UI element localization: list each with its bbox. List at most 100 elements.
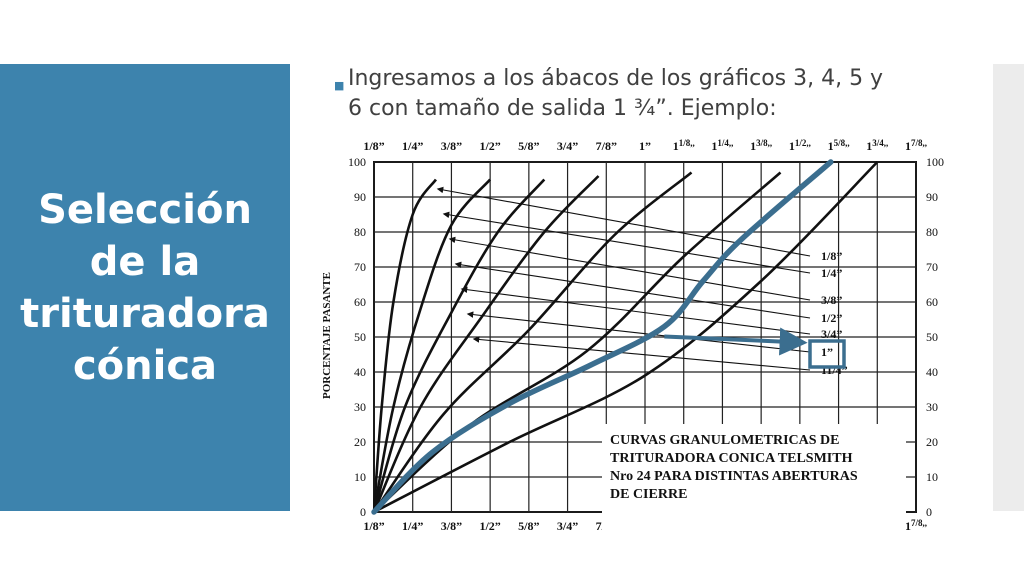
granulometric-chart: 0 0 10 10 20 20 30 30 40 40 50 50 60 60 70 70 80 80 90 90 10… bbox=[321, 138, 944, 534]
bullet-line: 6 con tamaño de salida 1 ¾”. Ejemplo: bbox=[348, 96, 777, 121]
y-tick-label-left: 80 bbox=[354, 225, 366, 239]
y-tick-label-left: 10 bbox=[354, 470, 366, 484]
granulometric-curve bbox=[372, 178, 546, 513]
legend-leader-line bbox=[460, 286, 811, 335]
x-tick-label-bottom: 5/8” bbox=[518, 519, 539, 533]
x-tick-label-top: 1/4” bbox=[402, 139, 423, 153]
x-tick-label-top: 1/8” bbox=[363, 139, 384, 153]
slide-title-line: de la bbox=[89, 238, 201, 285]
granulometric-curve bbox=[372, 178, 492, 513]
bullet-item: ■ Ingresamos a los ábacos de los gráfico… bbox=[334, 64, 944, 124]
x-tick-whole: 1 bbox=[673, 139, 679, 153]
highlight bbox=[371, 159, 846, 515]
x-tick-fraction: 5/8,, bbox=[834, 138, 850, 148]
x-tick-label-top: 11/8,, bbox=[673, 138, 695, 153]
side-strip bbox=[993, 64, 1024, 511]
y-tick-label-right: 70 bbox=[926, 260, 938, 274]
y-tick-label-left: 70 bbox=[354, 260, 366, 274]
curve-label: 1/4” bbox=[821, 266, 842, 280]
x-tick-label-bottom: 1/8” bbox=[363, 519, 384, 533]
x-tick-label-bottom: 1/2” bbox=[479, 519, 500, 533]
x-tick-fraction: 1/4,, bbox=[717, 138, 733, 148]
x-tick-label-top: 11/4,, bbox=[711, 138, 733, 153]
y-tick-label-left: 90 bbox=[354, 190, 366, 204]
x-tick-label-top: 1/2” bbox=[479, 139, 500, 153]
x-tick-fraction: 3/4,, bbox=[872, 138, 888, 148]
y-tick-label-right: 100 bbox=[926, 155, 944, 169]
x-tick-fraction: 3/8,, bbox=[756, 138, 772, 148]
legend-leader-line bbox=[466, 311, 811, 353]
x-tick-label-top: 15/8,, bbox=[828, 138, 850, 153]
x-tick-label-top: 17/8,, bbox=[905, 138, 927, 153]
x-tick-label-top: 13/4,, bbox=[866, 138, 888, 153]
y-tick-label-left: 60 bbox=[354, 295, 366, 309]
x-tick-label-top: 3/4” bbox=[557, 139, 578, 153]
y-tick-label-right: 20 bbox=[926, 435, 938, 449]
y-tick-label-left: 20 bbox=[354, 435, 366, 449]
curve-label: 3/4” bbox=[821, 327, 842, 341]
y-tick-label-right: 50 bbox=[926, 330, 938, 344]
x-tick-label-bottom: 1/4” bbox=[402, 519, 423, 533]
curves bbox=[372, 161, 879, 514]
legend-leader-line bbox=[454, 261, 811, 319]
y-tick-label-right: 0 bbox=[926, 505, 932, 519]
y-tick-label-left: 0 bbox=[360, 505, 366, 519]
x-tick-label-top: 11/2,, bbox=[789, 138, 811, 153]
y-tick-label-left: 100 bbox=[348, 155, 366, 169]
slide-title-line: trituradora bbox=[20, 290, 270, 337]
x-tick-label-bottom: 3/8” bbox=[441, 519, 462, 533]
annotation-box: CURVAS GRANULOMETRICAS DE TRITURADORA CO… bbox=[602, 424, 906, 534]
x-tick-label-top: 7/8” bbox=[596, 139, 617, 153]
annotation-line: DE CIERRE bbox=[610, 487, 687, 502]
legend-leader-line bbox=[448, 236, 811, 301]
title-panel: Selección de la trituradora cónica bbox=[0, 64, 290, 511]
y-axis-label: PORCENTAJE PASANTE bbox=[321, 272, 333, 399]
x-tick-whole: 1 bbox=[866, 139, 872, 153]
x-tick-whole: 1 bbox=[905, 519, 911, 533]
curve-label: 3/8” bbox=[821, 293, 842, 307]
x-tick-whole: 1 bbox=[905, 139, 911, 153]
slide-title-line: Selección bbox=[38, 186, 252, 233]
x-tick-whole: 1 bbox=[750, 139, 756, 153]
bullet-text: Ingresamos a los ábacos de los gráficos … bbox=[334, 64, 944, 124]
curve-label: 1/2” bbox=[821, 311, 842, 325]
y-tick-label-right: 30 bbox=[926, 400, 938, 414]
annotation-line: TRITURADORA CONICA TELSMITH bbox=[610, 451, 853, 466]
x-tick-whole: 1 bbox=[789, 139, 795, 153]
slide-title: Selección de la trituradora cónica bbox=[20, 184, 270, 392]
x-tick-label-top: 1” bbox=[639, 139, 651, 153]
y-tick-label-right: 90 bbox=[926, 190, 938, 204]
curve-label: 1” bbox=[821, 345, 833, 359]
y-tick-label-right: 60 bbox=[926, 295, 938, 309]
curve-label: 1/8” bbox=[821, 249, 842, 263]
x-tick-label-bottom: 17/8,, bbox=[905, 518, 927, 533]
x-tick-label-top: 3/8” bbox=[441, 139, 462, 153]
highlight-label-box bbox=[808, 339, 846, 369]
x-tick-label-bottom: 3/4” bbox=[557, 519, 578, 533]
y-tick-label-left: 40 bbox=[354, 365, 366, 379]
legend-leader-line bbox=[442, 211, 811, 274]
bullet-line: Ingresamos a los ábacos de los gráficos … bbox=[348, 66, 884, 91]
annotation-line: Nro 24 PARA DISTINTAS ABERTURAS bbox=[610, 469, 858, 484]
y-tick-label-left: 30 bbox=[354, 400, 366, 414]
granulometric-curve bbox=[372, 171, 693, 513]
slide-title-line: cónica bbox=[72, 342, 218, 389]
bullet-dot-icon: ■ bbox=[334, 79, 345, 92]
granulometric-curve bbox=[373, 161, 879, 514]
x-tick-label-top: 5/8” bbox=[518, 139, 539, 153]
x-tick-whole: 1 bbox=[711, 139, 717, 153]
x-tick-label-top: 13/8,, bbox=[750, 138, 772, 153]
x-tick-fraction: 7/8,, bbox=[911, 518, 927, 528]
granulometric-curve bbox=[373, 171, 782, 513]
annotation-line: CURVAS GRANULOMETRICAS DE bbox=[610, 433, 840, 448]
legend-leader-line bbox=[436, 186, 811, 257]
highlight-curve-1-3-4 bbox=[371, 159, 834, 515]
legend-leader-line bbox=[472, 336, 811, 371]
x-tick-fraction: 1/2,, bbox=[795, 138, 811, 148]
granulometric-curve bbox=[372, 178, 437, 513]
y-tick-label-left: 50 bbox=[354, 330, 366, 344]
y-tick-label-right: 40 bbox=[926, 365, 938, 379]
x-tick-fraction: 1/8,, bbox=[679, 138, 695, 148]
highlight-arrow bbox=[664, 327, 808, 356]
y-tick-label-right: 10 bbox=[926, 470, 938, 484]
